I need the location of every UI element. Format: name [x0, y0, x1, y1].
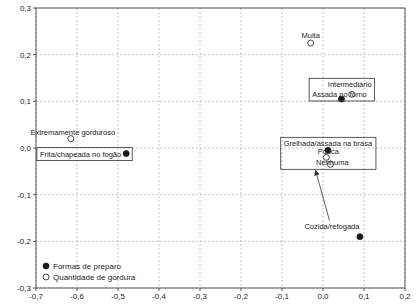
- tick-label: -0,1: [17, 191, 31, 200]
- point: [123, 151, 129, 157]
- point-label: Cozida/refogada: [304, 222, 360, 231]
- point-label: Muita: [302, 31, 321, 40]
- group-box: [309, 78, 374, 101]
- tick-label: 0,0: [317, 292, 329, 301]
- point-label: Nenhuma: [316, 158, 349, 167]
- tick-label: -0,2: [17, 237, 31, 246]
- point-label: Pouca: [318, 147, 340, 156]
- tick-label: -0,2: [234, 292, 248, 301]
- tick: [77, 288, 78, 291]
- tick: [33, 148, 36, 149]
- tick-label: -0,7: [29, 292, 43, 301]
- point-label: Assada no forno: [312, 90, 367, 99]
- grid-line: [159, 8, 160, 288]
- legend: Formas de preparo Quantidade de gordura: [43, 262, 136, 282]
- plot-frame: [36, 8, 405, 288]
- tick: [33, 101, 36, 102]
- tick: [364, 288, 365, 291]
- tick-label: -0,4: [152, 292, 166, 301]
- tick: [33, 8, 36, 9]
- legend-marker: [43, 274, 49, 280]
- point-label: Extremamente gorduroso: [31, 128, 116, 137]
- point-label: Frita/chapeada no fogão: [40, 150, 121, 159]
- point-labels: Frita/chapeada no fogãoAssada no fornoGr…: [31, 31, 373, 231]
- tick: [200, 288, 201, 291]
- group-box: [281, 137, 376, 169]
- tick-label: 0,1: [358, 292, 370, 301]
- legend-label: Formas de preparo: [53, 262, 122, 271]
- tick-label: -0,5: [111, 292, 125, 301]
- grid-line: [36, 241, 405, 242]
- group-box: [37, 148, 132, 161]
- legend-label: Quantidade de gordura: [53, 273, 136, 282]
- tick: [33, 241, 36, 242]
- tick: [241, 288, 242, 291]
- tick: [33, 194, 36, 195]
- tick-label: 0,3: [20, 4, 32, 13]
- tick-label: 0,0: [20, 144, 32, 153]
- grid-line: [36, 194, 405, 195]
- tick-label: -0,3: [17, 284, 31, 293]
- tick: [405, 288, 406, 291]
- point: [357, 234, 363, 240]
- tick-label: 0,1: [20, 97, 32, 106]
- tick-label: 0,2: [399, 292, 411, 301]
- point: [308, 40, 314, 46]
- arrow: [316, 170, 330, 220]
- tick: [36, 288, 37, 291]
- tick-label: -0,1: [275, 292, 289, 301]
- legend-marker: [43, 263, 49, 269]
- tick: [33, 288, 36, 289]
- tick: [282, 288, 283, 291]
- point-label: Intermediário: [328, 80, 372, 89]
- tick-label: 0,2: [20, 51, 32, 60]
- chart: -0,7 -0,6 -0,5 -0,4 -0,3 -0,2 -0,1 0,0 0,1 0,2 -0,…: [0, 0, 418, 305]
- tick: [323, 288, 324, 291]
- tick: [118, 288, 119, 291]
- grid-line: [36, 54, 405, 55]
- tick: [159, 288, 160, 291]
- tick-label: -0,6: [70, 292, 84, 301]
- tick-label: -0,3: [193, 292, 207, 301]
- tick: [33, 54, 36, 55]
